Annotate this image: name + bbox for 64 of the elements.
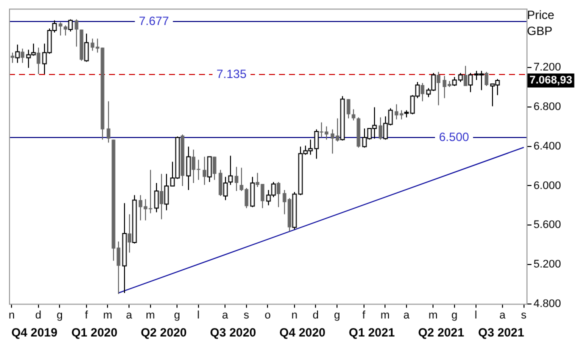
- candlestick: [352, 108, 356, 121]
- candlestick: [74, 18, 78, 48]
- x-tick-label: f: [362, 309, 366, 322]
- candlestick: [202, 156, 206, 186]
- candlestick: [106, 100, 110, 144]
- candlestick: [36, 47, 40, 74]
- text: Q1 2020: [71, 325, 118, 340]
- ref-line-label: 6.500: [439, 130, 470, 144]
- x-tick-label: g: [451, 309, 458, 322]
- candlestick: [234, 166, 238, 192]
- x-tick-label: g: [174, 309, 180, 322]
- x-tick-label: o: [264, 309, 271, 322]
- candlestick: [20, 48, 24, 64]
- text: Q2 2021: [418, 325, 464, 340]
- x-tick-label: a: [222, 309, 229, 322]
- candlestick: [464, 65, 468, 87]
- text: 7.068,93: [529, 74, 572, 87]
- x-tick-label: m: [146, 309, 155, 322]
- text: Q1 2021: [348, 325, 396, 340]
- y-tick-label: 6.000: [533, 180, 562, 192]
- candlestick: [64, 24, 68, 36]
- ref-line-label: 7.677: [138, 14, 170, 28]
- candlestick: [276, 181, 280, 208]
- y-tick-label: 5.200: [533, 258, 562, 270]
- x-tick-label: a: [126, 309, 133, 322]
- x-tick-label: g: [56, 309, 63, 322]
- candlestick: [436, 71, 440, 106]
- x-tick-label: l: [474, 309, 478, 322]
- ref-line-label: 7.135: [216, 66, 247, 81]
- candlestick: [58, 22, 62, 36]
- text: Q2 2020: [140, 325, 188, 340]
- y-tick-label: 5.600: [533, 219, 562, 232]
- x-tick-label: d: [35, 309, 42, 322]
- x-tick-label: m: [428, 309, 438, 322]
- x-tick-label: n: [8, 309, 15, 322]
- y-tick-label: 4.800: [533, 298, 562, 310]
- candlestick: [128, 214, 132, 254]
- x-tick-label: n: [291, 309, 298, 322]
- x-tick-label: a: [499, 309, 506, 322]
- x-tick-label: l: [197, 309, 200, 322]
- candlestick: [10, 52, 14, 64]
- y-tick-label: 6.800: [533, 101, 562, 114]
- x-tick-label: d: [312, 309, 319, 322]
- x-tick-label: m: [380, 309, 390, 322]
- y-tick-label: 7.200: [533, 62, 562, 74]
- x-tick-label: a: [403, 309, 410, 322]
- candlestick: [378, 116, 382, 140]
- x-tick-label: g: [334, 309, 340, 322]
- candlestick: [484, 71, 488, 87]
- candlestick: [420, 82, 424, 102]
- text: Q4 2020: [279, 325, 326, 340]
- text: Q3 2020: [210, 325, 256, 340]
- x-tick-label: s: [244, 309, 250, 322]
- candlestick: [218, 169, 222, 197]
- candlestick: [212, 156, 216, 180]
- x-tick-label: f: [84, 309, 89, 322]
- y-tick-label: 6.400: [533, 140, 562, 152]
- candlestick: [160, 173, 164, 220]
- x-tick-label: s: [521, 309, 528, 322]
- text: Q4 2019: [11, 325, 58, 340]
- text: Q3 2021: [478, 325, 524, 340]
- x-tick-label: m: [103, 309, 112, 322]
- candlestick: [346, 98, 350, 119]
- y-axis-title: Price GBP: [527, 7, 556, 39]
